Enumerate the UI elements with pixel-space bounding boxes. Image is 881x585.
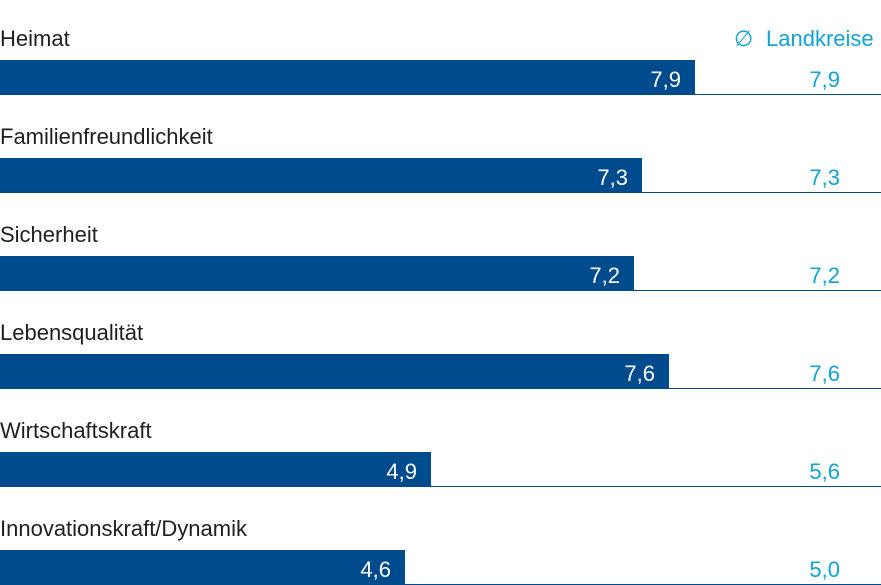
legend: ∅ Landkreise [734,26,874,51]
legend-average-symbol: ∅ [734,26,753,51]
category-label: Lebensqualität [0,320,143,345]
average-value-label: 7,2 [809,263,840,288]
bar [0,158,642,193]
bar-value-label: 7,3 [597,165,628,190]
average-value-label: 7,9 [809,67,840,92]
bar [0,452,431,487]
average-value-label: 5,0 [809,557,840,582]
legend-landkreise-label: Landkreise [766,26,874,51]
average-value-label: 5,6 [809,459,840,484]
category-label: Innovationskraft/Dynamik [0,516,248,541]
bar-value-label: 4,9 [386,459,417,484]
category-label: Sicherheit [0,222,98,247]
bar [0,60,695,95]
bar [0,550,405,585]
average-value-label: 7,6 [809,361,840,386]
bar [0,354,669,389]
category-label: Familienfreundlichkeit [0,124,213,149]
bar-value-label: 7,2 [589,263,620,288]
average-value-label: 7,3 [809,165,840,190]
category-label: Heimat [0,26,70,51]
bar [0,256,634,291]
bar-rows: Heimat 7,9 7,9 Familienfreundlichkeit 7,3 7,3… [0,26,881,585]
bar-value-label: 7,6 [624,361,655,386]
bar-value-label: 7,9 [650,67,681,92]
bar-value-label: 4,6 [360,557,391,582]
category-label: Wirtschaftskraft [0,418,152,443]
